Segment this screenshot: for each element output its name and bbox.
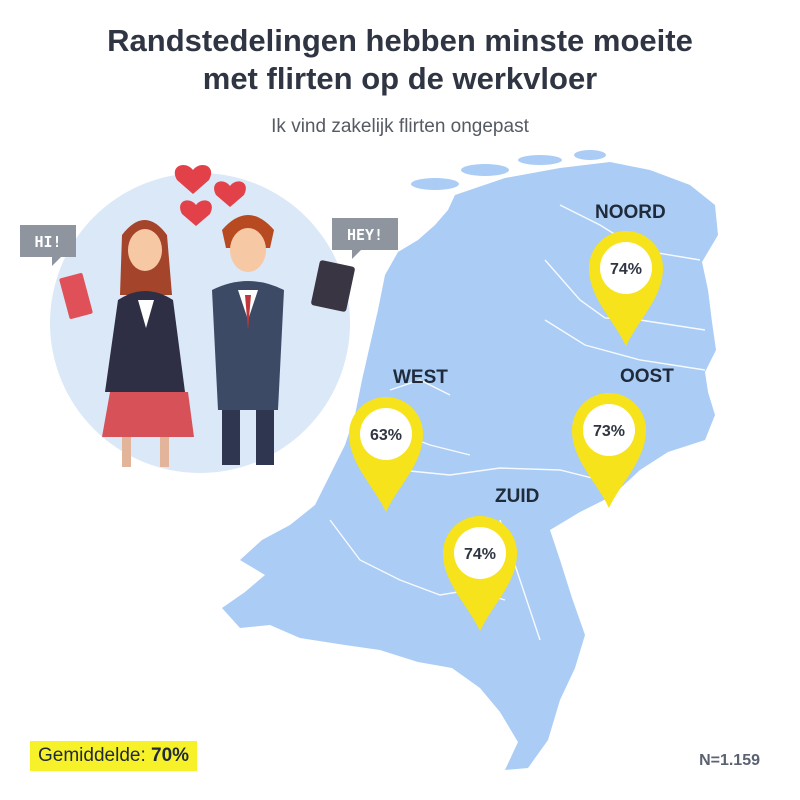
map-land [222,162,718,770]
sample-size: N=1.159 [699,752,760,769]
speech-bubble-right-text: HEY! [347,226,383,244]
region-label-west: WEST [393,367,448,388]
chart-subtitle: Ik vind zakelijk flirten ongepast [271,116,529,137]
map-island-4 [574,150,606,160]
map-island-2 [461,164,509,176]
region-label-oost: OOST [620,366,674,387]
title-line-2: met flirten op de werkvloer [202,61,598,96]
pin-inner-zuid [454,527,506,579]
average-label: Gemiddelde: [38,745,146,766]
region-pin-oost: 73% OOST [571,366,674,508]
map-island-3 [518,155,562,165]
value-label-oost: 73% [593,423,625,440]
value-label-noord: 74% [610,261,642,278]
average-box: Gemiddelde: 70% [30,741,198,771]
pin-inner-west [360,408,412,460]
value-label-zuid: 74% [464,546,496,563]
region-pin-zuid: 74% ZUID [443,486,539,631]
man-figure [212,215,355,465]
speech-bubble-right: HEY! [332,218,398,259]
heart-icon [174,165,246,226]
region-label-noord: NOORD [595,202,666,223]
speech-bubble-left-text: HI! [34,233,61,251]
pin-inner-oost [583,404,635,456]
map-island-1 [411,178,459,190]
average-value: 70% [151,745,190,766]
region-pin-noord: 74% NOORD [589,202,666,346]
chart-title: Randstedelingen hebben minste moeite met… [0,22,800,98]
map-polder [462,282,545,380]
title-line-1: Randstedelingen hebben minste moeite [107,23,693,58]
pin-inner-noord [600,242,652,294]
region-pin-west: 63% WEST [349,367,448,512]
value-label-west: 63% [370,427,402,444]
woman-figure [59,220,194,467]
flirting-illustration: HI! HEY! [20,165,398,473]
speech-bubble-left: HI! [20,225,76,266]
region-label-zuid: ZUID [495,486,539,507]
